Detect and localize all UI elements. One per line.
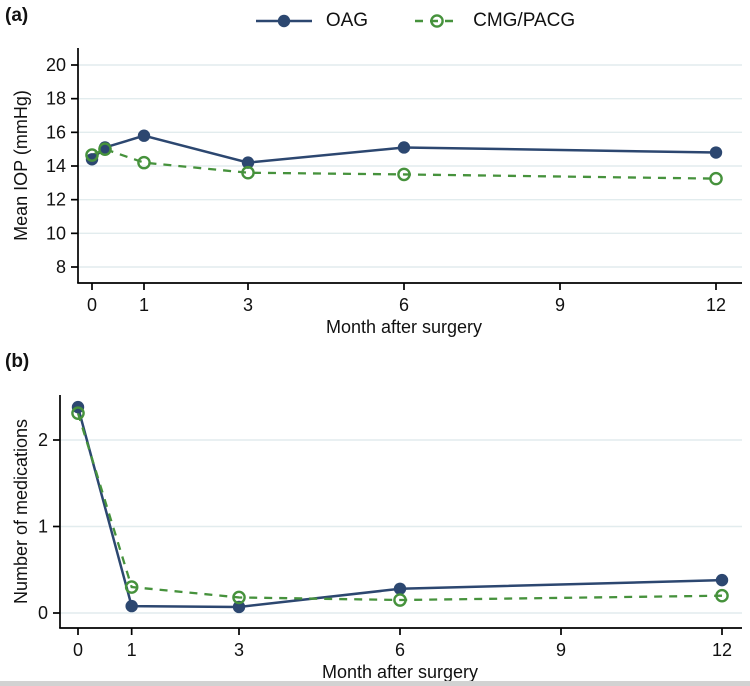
a-y-tick-label: 12 [46,190,66,210]
a-data-point-cmg [397,167,411,182]
b-y-axis-title: Number of medications [11,419,31,604]
a-x-tick-label: 9 [555,295,565,315]
a-data-point-oag [85,153,99,166]
b-series-line-cmg [76,412,723,602]
b-x-tick-label: 6 [395,640,405,660]
b-data-point-cmg [232,590,246,605]
a-data-point-cmg [241,165,255,180]
b-x-axis-title: Month after surgery [322,662,478,682]
b-data-point-cmg [393,593,407,607]
b-data-point-cmg [715,588,729,603]
b-x-tick-label: 3 [234,640,244,660]
page-bottom-strip [0,681,750,686]
b-series-line-oag [76,406,723,609]
legend: OAG CMG/PACG [80,6,750,36]
b-x-tick-label: 9 [556,640,566,660]
a-x-tick-label: 12 [706,295,726,315]
b-x-tick-label: 0 [73,640,83,660]
a-data-point-cmg [85,148,99,162]
legend-label-cmg: CMG/PACG [473,10,576,31]
a-y-tick-label: 10 [46,223,66,243]
b-x-tick-label: 12 [712,640,732,660]
a-x-axis-title: Month after surgery [326,317,482,337]
a-data-point-oag [241,156,255,169]
a-x-tick-label: 3 [243,295,253,315]
a-data-point-cmg [98,142,112,156]
a-y-tick-label: 14 [46,156,66,176]
b-x-tick-label: 1 [127,640,137,660]
legend-item-cmg: CMG/PACG [414,10,575,32]
a-series-line-cmg [91,147,717,180]
a-data-point-oag [137,129,151,142]
panel-a-label: (a) [5,5,29,26]
a-x-tick-label: 6 [399,295,409,315]
a-data-point-oag [397,141,411,154]
b-data-point-oag [715,573,729,587]
panel-b-label: (b) [5,351,30,372]
b-data-point-cmg [124,580,139,594]
a-y-axis-title: Mean IOP (mmHg) [11,90,31,241]
cmg-dashed-open-circle-icon [415,14,460,28]
a-y-tick-label: 20 [46,55,66,75]
legend-item-oag: OAG [255,10,368,32]
b-y-tick-label: 0 [38,603,48,623]
b-data-point-oag [125,599,138,613]
oag-line-marker-icon [255,14,312,28]
b-data-point-cmg [71,406,85,420]
legend-label-oag: OAG [325,10,369,31]
b-y-tick-label: 2 [38,430,48,450]
a-data-point-oag [709,146,723,159]
b-y-tick-label: 1 [38,517,48,537]
a-y-tick-label: 18 [46,89,66,109]
b-data-point-oag [393,582,407,595]
a-y-tick-label: 8 [56,257,66,277]
a-x-tick-label: 1 [139,295,149,315]
b-data-point-oag [232,600,246,614]
a-data-point-cmg [137,155,151,170]
a-data-point-cmg [709,171,723,186]
a-x-tick-label: 0 [87,295,97,315]
a-y-tick-label: 16 [46,122,66,142]
